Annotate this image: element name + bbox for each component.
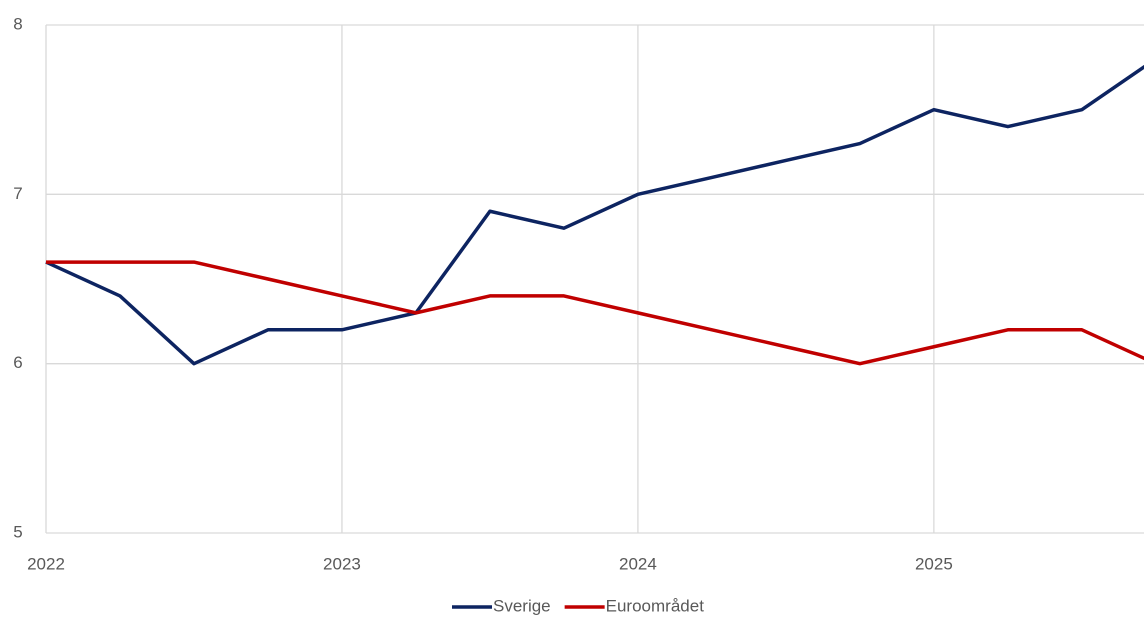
legend-label: Euroområdet bbox=[606, 596, 705, 615]
x-tick-label: 2023 bbox=[323, 554, 361, 573]
series-line bbox=[45, 64, 1144, 366]
legend-label: Sverige bbox=[493, 596, 551, 615]
x-tick-label: 2022 bbox=[27, 554, 65, 573]
series-line bbox=[46, 260, 1144, 366]
x-tick-label: 2025 bbox=[915, 554, 953, 573]
x-tick-label: 2024 bbox=[619, 554, 657, 573]
y-tick-label: 7 bbox=[13, 184, 22, 203]
plot-area bbox=[45, 64, 1144, 366]
y-tick-label: 6 bbox=[13, 353, 22, 372]
y-tick-label: 5 bbox=[13, 522, 22, 541]
y-tick-label: 8 bbox=[13, 14, 22, 33]
